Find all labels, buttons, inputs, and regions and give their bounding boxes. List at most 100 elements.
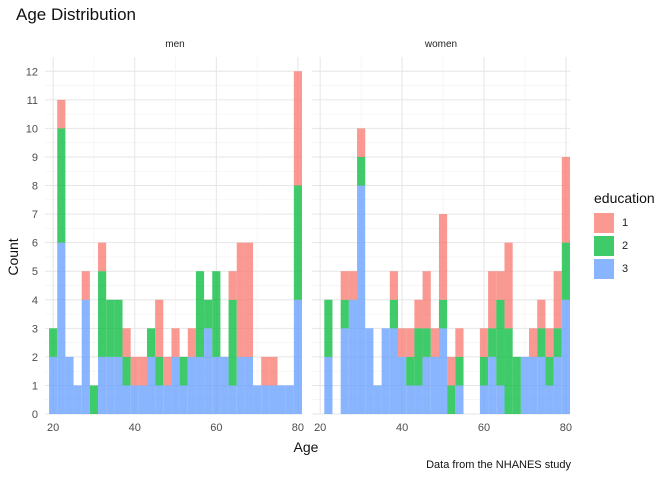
bar-women-edu3-bin22 [324, 356, 333, 414]
panel-women: women 20 40 60 80 [312, 39, 572, 434]
bar-men-edu1-bin80 [293, 71, 302, 186]
x-tick-label-men-20: 20 [47, 422, 59, 434]
bar-women-edu2-bin30 [357, 156, 366, 186]
bar-women-edu2-bin42 [406, 356, 415, 386]
bar-women-edu3-bin28 [348, 299, 358, 414]
bar-women-edu3-bin76 [545, 385, 554, 414]
bar-men-edu2-bin58 [204, 299, 213, 329]
bar-women-edu3-bin38 [389, 328, 398, 414]
bar-men-edu1-bin28 [81, 271, 90, 300]
bar-women-edu3-bin40 [398, 356, 407, 414]
x-tick-label-men-40: 40 [129, 422, 141, 434]
bar-women-edu3-bin60 [479, 385, 489, 414]
bar-men-edu2-bin80 [293, 185, 302, 300]
x-axis-label: Age [294, 439, 319, 455]
bar-men-edu3-bin72 [261, 385, 270, 414]
bar-men-edu3-bin74 [269, 385, 278, 414]
bar-men-edu2-bin56 [195, 271, 205, 357]
legend: education 1 2 3 [594, 190, 655, 281]
y-tick-label-7: 7 [32, 209, 38, 221]
bar-men-edu3-bin52 [179, 385, 188, 414]
bar-women-edu3-bin50 [438, 328, 448, 414]
bar-women-edu1-bin54 [455, 328, 464, 357]
bar-women-edu1-bin46 [422, 271, 431, 329]
bar-men-edu1-bin64 [228, 271, 237, 300]
bar-men-edu3-bin76 [277, 385, 286, 414]
bar-men-edu3-bin40 [130, 385, 139, 414]
bar-men-edu3-bin48 [163, 385, 172, 414]
bar-men-edu3-bin50 [171, 356, 180, 414]
x-tick-label-women-40: 40 [396, 422, 408, 434]
bar-men-edu1-bin48 [163, 356, 172, 386]
bar-women-edu1-bin26 [340, 271, 349, 300]
bar-women-edu2-bin44 [414, 328, 423, 386]
bar-men-edu3-bin38 [122, 385, 131, 414]
legend-item-1: 1 [594, 212, 655, 234]
bar-men-edu2-bin38 [122, 356, 131, 386]
x-tick-label-men-60: 60 [210, 422, 222, 434]
y-tick-label-2: 2 [32, 352, 38, 364]
bar-men-edu2-bin46 [155, 356, 164, 386]
legend-label-2: 2 [622, 240, 629, 252]
y-tick-label-5: 5 [32, 266, 38, 278]
bar-women-edu1-bin64 [496, 271, 505, 300]
bar-women-edu1-bin40 [398, 328, 407, 357]
chart-title: Age Distribution [16, 5, 137, 24]
bar-men-edu3-bin22 [57, 242, 66, 414]
bar-men-edu2-bin52 [179, 356, 188, 386]
bar-women-edu1-bin44 [414, 299, 423, 329]
y-tick-label-0: 0 [32, 409, 38, 421]
bar-women-edu3-bin36 [381, 328, 390, 414]
bar-women-edu3-bin62 [488, 356, 497, 414]
bar-women-edu2-bin62 [488, 328, 497, 357]
bar-women-edu3-bin44 [414, 385, 423, 414]
bar-women-edu3-bin72 [529, 356, 538, 414]
bar-women-edu3-bin78 [553, 356, 562, 414]
y-tick-label-4: 4 [32, 295, 38, 307]
bar-women-edu1-bin42 [406, 328, 415, 357]
bar-men-edu3-bin36 [114, 356, 123, 414]
bar-women-edu3-bin74 [537, 356, 546, 414]
bar-men-edu1-bin46 [155, 299, 164, 357]
bar-women-edu1-bin72 [529, 328, 538, 357]
bar-women-edu1-bin48 [430, 328, 439, 357]
bar-women-edu3-bin42 [406, 385, 415, 414]
bar-men-edu2-bin34 [106, 299, 115, 357]
x-tick-label-women-80: 80 [560, 422, 572, 434]
bar-women-edu1-bin62 [488, 271, 497, 329]
bar-men-edu3-bin66 [236, 356, 245, 414]
bar-men-edu2-bin30 [89, 385, 99, 414]
bar-women-edu1-bin50 [438, 214, 448, 300]
bar-men-edu2-bin32 [98, 271, 107, 357]
y-tick-label-11: 11 [27, 95, 38, 107]
bar-women-edu1-bin60 [479, 328, 489, 357]
y-tick-label-10: 10 [26, 123, 38, 135]
y-tick-label-12: 12 [26, 66, 38, 78]
bar-men-edu3-bin32 [98, 356, 107, 414]
bar-women-edu3-bin64 [496, 385, 505, 414]
bar-women-edu2-bin26 [340, 299, 349, 329]
bar-women-edu2-bin52 [447, 385, 456, 414]
bar-men-edu2-bin64 [228, 299, 237, 386]
bar-women-edu2-bin74 [537, 328, 546, 357]
bar-men-edu3-bin42 [138, 385, 147, 414]
bar-men-edu1-bin32 [98, 242, 107, 272]
bar-men-edu3-bin78 [285, 385, 294, 414]
bar-women-edu3-bin48 [430, 356, 439, 414]
bar-women-edu3-bin32 [365, 328, 374, 414]
bar-men-edu3-bin26 [73, 385, 82, 414]
bar-men-edu3-bin56 [195, 356, 205, 414]
bar-men-edu3-bin44 [146, 356, 156, 414]
bar-men-edu1-bin42 [138, 356, 147, 386]
legend-item-3: 3 [594, 258, 655, 280]
bar-men-edu3-bin54 [187, 356, 196, 414]
bar-women-edu2-bin78 [553, 328, 562, 357]
x-tick-label-women-20: 20 [314, 422, 326, 434]
x-tick-label-women-60: 60 [478, 422, 490, 434]
bar-men-edu2-bin20 [49, 328, 58, 357]
legend-swatch-2 [594, 236, 614, 256]
panel-men: men 20 40 60 80 [45, 39, 304, 434]
bar-women-edu2-bin64 [496, 299, 505, 386]
